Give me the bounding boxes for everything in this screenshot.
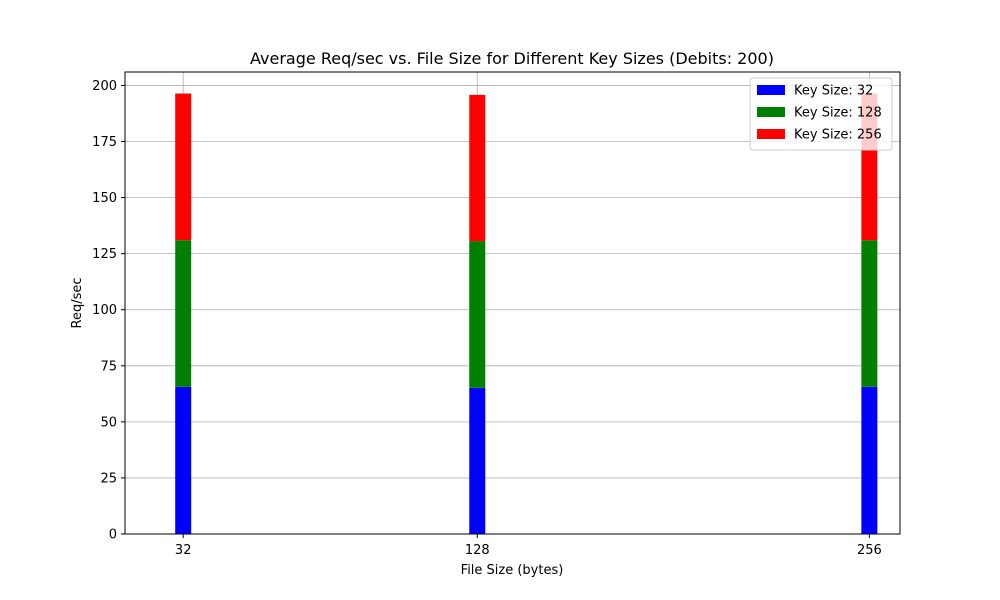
bar-segment [469,241,486,388]
plot-frame [124,71,901,535]
y-tick-label: 25 [100,471,117,486]
y-tick-label: 0 [109,528,117,543]
legend: Key Size: 32 Key Size: 128 Key Size: 256 [749,77,893,151]
legend-swatch [757,85,785,95]
legend-swatch [757,107,785,117]
y-tick-label: 50 [100,415,117,430]
bar-segment [469,387,486,534]
ticks: 0 25 50 75 100 125 150 175 200 32 128 256 [92,79,882,558]
chart-title: Average Req/sec vs. File Size for Differ… [250,49,774,68]
legend-swatch [757,129,785,139]
bar-segment [861,240,878,387]
x-axis-title: File Size (bytes) [461,563,564,578]
y-axis-title: Req/sec [70,278,85,329]
y-tick-label: 150 [92,191,117,206]
bars [175,93,878,534]
bar-segment [175,240,192,387]
legend-label: Key Size: 256 [794,128,882,143]
x-tick-label: 256 [857,543,882,558]
bar-segment [175,386,192,534]
y-tick-label: 100 [92,303,117,318]
y-tick-label: 175 [92,135,117,150]
y-tick-label: 200 [92,79,117,94]
bar-segment [861,386,878,534]
y-tick-label: 125 [92,247,117,262]
y-tick-label: 75 [100,359,117,374]
x-tick-label: 128 [465,543,490,558]
x-tick-label: 32 [175,543,192,558]
legend-label: Key Size: 32 [794,84,873,99]
legend-box [749,77,893,151]
bar-segment [175,93,192,241]
legend-label: Key Size: 128 [794,106,882,121]
bar-segment [469,94,486,242]
